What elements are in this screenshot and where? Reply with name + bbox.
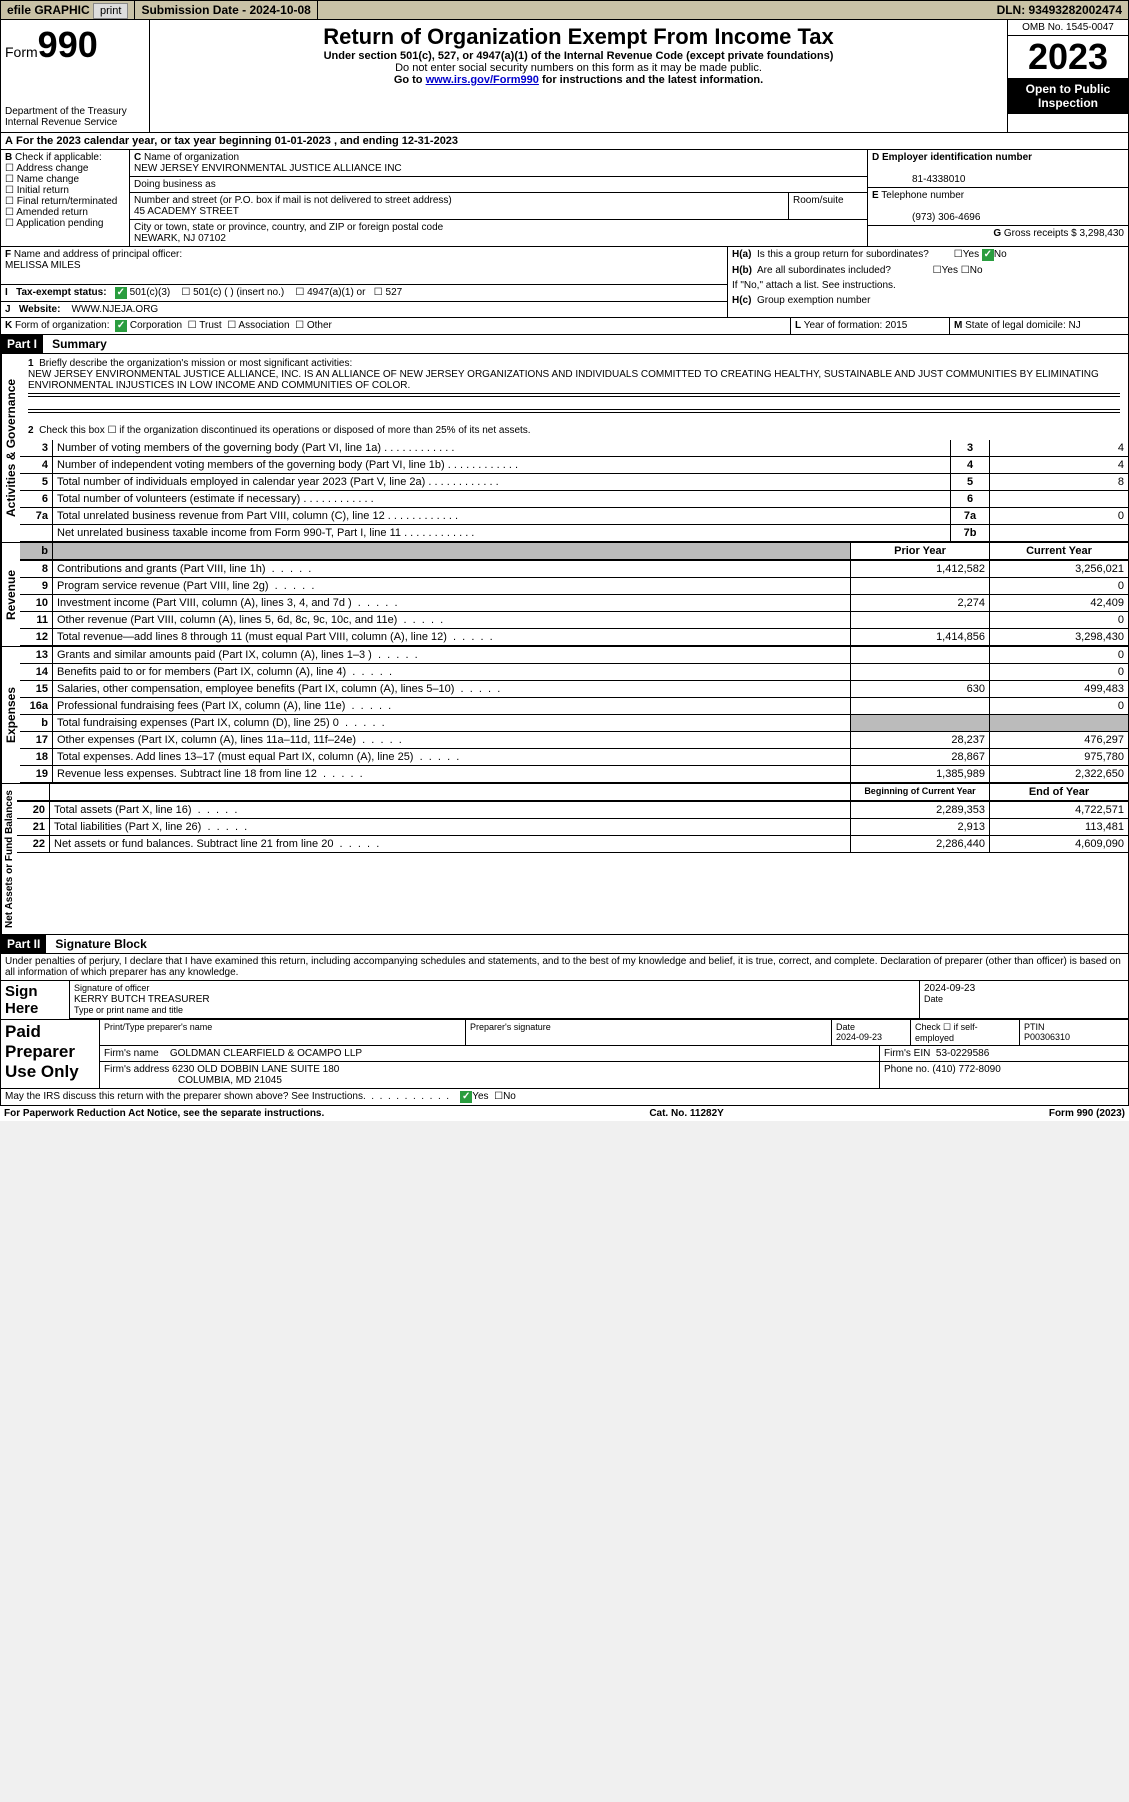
topbar: efile GRAPHIC print Submission Date - 20…: [0, 0, 1129, 20]
revenue-table: b Prior Year Current Year 8Contributions…: [20, 543, 1128, 646]
website: WWW.NJEJA.ORG: [72, 304, 159, 315]
ptin-label: PTINP00306310: [1020, 1020, 1128, 1045]
submission-date: Submission Date - 2024-10-08: [135, 1, 317, 19]
form-note2: Go to www.irs.gov/Form990 for instructio…: [154, 74, 1003, 86]
vlabel-rev: Revenue: [1, 543, 20, 646]
q1-label: Briefly describe the organization's miss…: [39, 358, 352, 369]
declaration: Under penalties of perjury, I declare th…: [0, 954, 1129, 981]
city-label: City or town, state or province, country…: [134, 222, 443, 233]
chk-name[interactable]: ☐ Name change: [5, 174, 79, 185]
prep-name-label: Print/Type preparer's name: [100, 1020, 466, 1045]
page-footer: For Paperwork Reduction Act Notice, see …: [0, 1106, 1129, 1121]
firm-addr-label: Firm's address: [104, 1064, 169, 1075]
expenses-table: 13Grants and similar amounts paid (Part …: [20, 647, 1128, 783]
part2-title: Signature Block: [49, 935, 152, 953]
org-address: 45 ACADEMY STREET: [134, 206, 239, 217]
phone: (973) 306-4696: [872, 212, 980, 223]
vlabel-net: Net Assets or Fund Balances: [1, 784, 17, 934]
room-label: Room/suite: [789, 193, 867, 219]
part1-header: Part I: [1, 335, 43, 353]
sign-date-label: Date: [924, 994, 943, 1004]
dept-treasury: Department of the Treasury: [5, 106, 145, 117]
efile-label: efile GRAPHIC print: [1, 1, 135, 19]
firm-addr: 6230 OLD DOBBIN LANE SUITE 180: [172, 1064, 339, 1075]
mission-text: NEW JERSEY ENVIRONMENTAL JUSTICE ALLIANC…: [28, 369, 1099, 391]
form-title: Return of Organization Exempt From Incom…: [154, 24, 1003, 50]
chk-corp[interactable]: ✓: [115, 320, 127, 332]
vlabel-exp: Expenses: [1, 647, 20, 783]
section-l: L Year of formation: 2015: [790, 318, 950, 334]
footer-right: Form 990 (2023): [1049, 1108, 1125, 1119]
netassets-table: Beginning of Current Year End of Year 20…: [17, 784, 1128, 853]
g-label: Gross receipts $: [1004, 228, 1077, 239]
prep-date-label: Date2024-09-23: [832, 1020, 911, 1045]
prep-sig-label: Preparer's signature: [466, 1020, 832, 1045]
footer-mid: Cat. No. 11282Y: [649, 1108, 723, 1119]
c-name-label: Name of organization: [144, 152, 239, 163]
print-button[interactable]: print: [93, 3, 128, 19]
firm-ein: 53-0229586: [936, 1048, 989, 1059]
j-label: Website:: [19, 304, 61, 315]
firm-name: GOLDMAN CLEARFIELD & OCAMPO LLP: [170, 1048, 362, 1059]
firm-ein-label: Firm's EIN: [884, 1048, 930, 1059]
d-label: Employer identification number: [882, 152, 1032, 163]
form-header: Form990 Department of the Treasury Inter…: [0, 20, 1129, 133]
i-label: Tax-exempt status:: [16, 287, 106, 298]
tax-year: 2023: [1008, 36, 1128, 78]
firm-phone: (410) 772-8090: [932, 1064, 1000, 1075]
irs-link[interactable]: www.irs.gov/Form990: [426, 74, 539, 86]
chk-address[interactable]: ☐ Address change: [5, 163, 88, 174]
org-city: NEWARK, NJ 07102: [134, 233, 226, 244]
ein: 81-4338010: [872, 174, 965, 185]
gross-receipts: 3,298,430: [1080, 228, 1125, 239]
h-a: H(a) Is this a group return for subordin…: [728, 247, 1128, 263]
form-note1: Do not enter social security numbers on …: [154, 62, 1003, 74]
section-m: M State of legal domicile: NJ: [950, 318, 1128, 334]
type-name-label: Type or print name and title: [74, 1005, 183, 1015]
part2-header: Part II: [1, 935, 46, 953]
h-bnote: If "No," attach a list. See instructions…: [728, 278, 1128, 293]
f-label: Name and address of principal officer:: [14, 249, 182, 260]
sig-officer-label: Signature of officer: [74, 983, 149, 993]
governance-table: 3Number of voting members of the governi…: [20, 440, 1128, 542]
chk-pending[interactable]: ☐ Application pending: [5, 218, 104, 229]
open-inspection: Open to Public Inspection: [1008, 78, 1128, 114]
form-subtitle: Under section 501(c), 527, or 4947(a)(1)…: [154, 50, 1003, 62]
vlabel-gov: Activities & Governance: [1, 354, 20, 542]
officer-sig: KERRY BUTCH TREASURER: [74, 994, 210, 1005]
line-a: A For the 2023 calendar year, or tax yea…: [1, 133, 462, 149]
chk-501c3[interactable]: ✓: [115, 287, 127, 299]
irs-label: Internal Revenue Service: [5, 117, 145, 128]
discuss-text: May the IRS discuss this return with the…: [1, 1089, 1128, 1105]
firm-city: COLUMBIA, MD 21045: [104, 1075, 282, 1086]
chk-initial[interactable]: ☐ Initial return: [5, 185, 69, 196]
footer-left: For Paperwork Reduction Act Notice, see …: [4, 1108, 324, 1119]
omb-number: OMB No. 1545-0047: [1008, 20, 1128, 36]
firm-name-label: Firm's name: [104, 1048, 159, 1059]
e-label: Telephone number: [881, 190, 964, 201]
sign-date: 2024-09-23: [924, 983, 975, 994]
part1-title: Summary: [46, 335, 113, 353]
addr-label: Number and street (or P.O. box if mail i…: [134, 195, 452, 206]
paid-preparer-label: Paid Preparer Use Only: [1, 1020, 100, 1088]
section-b: B Check if applicable: ☐ Address change …: [1, 150, 130, 246]
officer-name: MELISSA MILES: [5, 260, 81, 271]
form-number: Form990: [5, 24, 145, 66]
h-c: H(c) Group exemption number: [728, 293, 1128, 308]
chk-discuss-yes[interactable]: ✓: [460, 1091, 472, 1103]
self-emp-label: Check ☐ if self-employed: [911, 1020, 1020, 1045]
firm-phone-label: Phone no.: [884, 1064, 930, 1075]
section-k: K Form of organization: ✓ Corporation ☐ …: [1, 318, 790, 334]
sign-here-label: Sign Here: [1, 981, 70, 1019]
h-b: H(b) Are all subordinates included? ☐Yes…: [728, 263, 1128, 278]
org-name: NEW JERSEY ENVIRONMENTAL JUSTICE ALLIANC…: [134, 163, 402, 174]
dba-label: Doing business as: [130, 177, 867, 193]
dln: DLN: 93493282002474: [991, 1, 1128, 19]
chk-final[interactable]: ☐ Final return/terminated: [5, 196, 117, 207]
chk-amended[interactable]: ☐ Amended return: [5, 207, 88, 218]
q2-text: Check this box ☐ if the organization dis…: [39, 425, 530, 436]
